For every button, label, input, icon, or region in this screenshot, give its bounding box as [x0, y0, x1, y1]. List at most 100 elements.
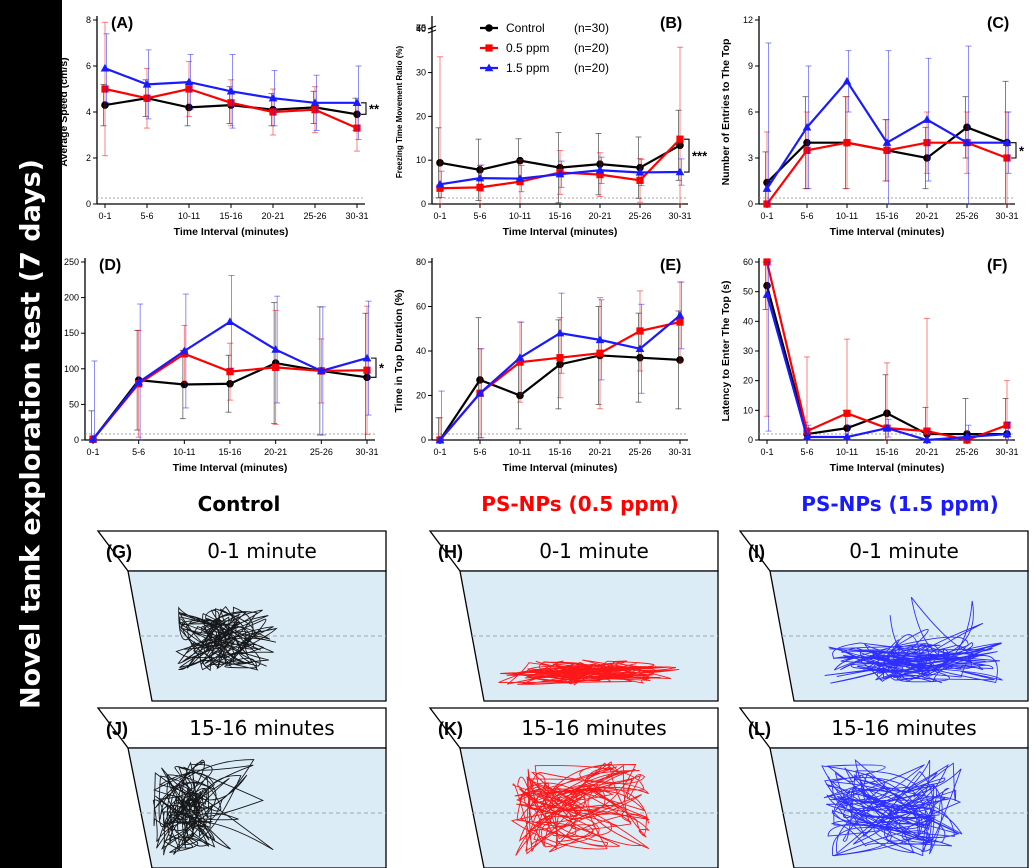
swim-track [821, 758, 963, 857]
legend-label: Control [506, 21, 545, 35]
data-point [134, 377, 143, 386]
data-point [595, 335, 605, 344]
series-2 [435, 156, 685, 198]
data-point [596, 349, 604, 357]
legend-item: 0.5 ppm (n=20) [480, 41, 609, 55]
y-tick-label: 250 [64, 257, 79, 267]
legend-marker [485, 24, 493, 32]
x-tick-label: 30-31 [995, 211, 1018, 221]
y-tick-label: 0 [421, 199, 426, 209]
series-2 [88, 275, 372, 443]
data-point [226, 368, 234, 376]
significance-label: * [379, 361, 385, 376]
data-point [803, 427, 811, 435]
x-tick-label: 10-11 [836, 447, 858, 457]
y-tick-label: 0 [748, 435, 753, 445]
chart-panel-5: 0 10 20 30 40 50 60 0-1 5-6 10-11 15-16 20-21 25-26 3… [720, 257, 1019, 474]
series-1 [763, 96, 1011, 208]
data-point [1002, 429, 1012, 438]
x-tick-label: 30-31 [668, 211, 691, 221]
x-tick-label: 15-16 [218, 447, 241, 457]
y-tick-label: 3 [748, 153, 753, 163]
column-title-low: PS-NPs (0.5 ppm) [481, 492, 679, 516]
x-tick-label: 5-6 [800, 211, 813, 221]
data-point [362, 353, 372, 362]
column-title-control: Control [197, 492, 281, 516]
data-point [435, 179, 445, 188]
track-panel-3: (J) 15-16 minutes [96, 707, 387, 868]
data-point [636, 176, 644, 184]
x-tick-label: 5-6 [473, 211, 486, 221]
data-point [962, 138, 972, 146]
x-axis-label: Time Interval (minutes) [830, 226, 945, 238]
track-panel-letter: (K) [438, 719, 463, 739]
data-point [883, 146, 891, 154]
track-panel-0: (G) 0-1 minute [96, 530, 387, 702]
chart-panel-0: 0 2 4 6 8 0-1 5-6 10-11 15-16 20-21 25-26 30-31 Time… [58, 15, 380, 238]
x-tick-label: 20-21 [264, 447, 287, 457]
data-point [635, 167, 645, 176]
data-point [762, 184, 772, 192]
x-tick-label: 0-1 [433, 211, 446, 221]
track-panel-letter: (L) [748, 719, 771, 739]
legend-n: (n=30) [574, 21, 609, 35]
panel-letter: (F) [987, 257, 1007, 274]
x-tick-label: 15-16 [875, 211, 898, 221]
x-tick-label: 30-31 [668, 447, 691, 457]
x-tick-label: 10-11 [178, 211, 200, 221]
track-panel-label: 15-16 minutes [831, 716, 976, 740]
panel-letter: (E) [660, 257, 681, 274]
y-tick-label: 40 [743, 316, 753, 326]
x-tick-label: 25-26 [955, 447, 978, 457]
y-tick-label: 2 [86, 153, 91, 163]
panel-letter: (B) [660, 15, 682, 32]
x-axis-label: Time Interval (minutes) [503, 462, 618, 474]
y-tick-label: 4 [86, 107, 91, 117]
x-axis-label: Time Interval (minutes) [830, 462, 945, 474]
y-tick-label: 80 [416, 257, 426, 267]
axis-break-mark [427, 25, 437, 30]
series-2 [762, 261, 1012, 444]
data-point [185, 85, 193, 93]
data-point [271, 345, 280, 353]
x-tick-label: 30-31 [355, 447, 378, 457]
x-tick-label: 25-26 [955, 211, 978, 221]
chart-panel-3: 0 50 100 150 200 250 0-1 5-6 10-11 15-16 20-21 25-2… [48, 257, 385, 474]
y-tick-label: 0 [748, 199, 753, 209]
track-panel-letter: (G) [106, 542, 132, 562]
data-point [555, 328, 565, 337]
data-point [515, 353, 525, 361]
x-tick-label: 0-1 [86, 447, 99, 457]
x-tick-label: 20-21 [261, 211, 284, 221]
significance-label: ** [369, 102, 380, 117]
track-panel-4: (K) 15-16 minutes [428, 707, 719, 868]
track-panel-label: 15-16 minutes [521, 716, 666, 740]
y-break-tick-label: 70 [416, 23, 426, 33]
significance-bracket [1011, 142, 1017, 159]
data-point [272, 363, 280, 371]
y-tick-label: 8 [86, 15, 91, 25]
y-tick-label: 150 [64, 328, 79, 338]
track-panel-label: 15-16 minutes [189, 716, 334, 740]
y-axis-label: Number of Entries to The Top [720, 39, 732, 186]
panel-letter: (A) [111, 15, 133, 32]
data-point [435, 435, 445, 444]
panel-letter: (D) [99, 257, 121, 274]
data-point [227, 99, 235, 107]
significance-label: * [1019, 143, 1025, 158]
y-tick-label: 6 [748, 107, 753, 117]
data-point [268, 93, 278, 102]
data-point [310, 98, 320, 106]
data-point [555, 169, 565, 178]
data-point [803, 146, 811, 154]
y-tick-label: 6 [86, 61, 91, 71]
x-axis-label: Time Interval (minutes) [174, 226, 289, 238]
legend-n: (n=20) [574, 41, 609, 55]
data-point [802, 122, 812, 131]
y-tick-label: 30 [416, 68, 426, 78]
legend-item: 1.5 ppm (n=20) [480, 61, 609, 75]
track-panel-5: (L) 15-16 minutes [738, 707, 1029, 868]
y-tick-label: 30 [743, 346, 753, 356]
track-panels: (G) 0-1 minute (H) 0-1 minute (I) 0-1 minute(… [96, 530, 1029, 868]
